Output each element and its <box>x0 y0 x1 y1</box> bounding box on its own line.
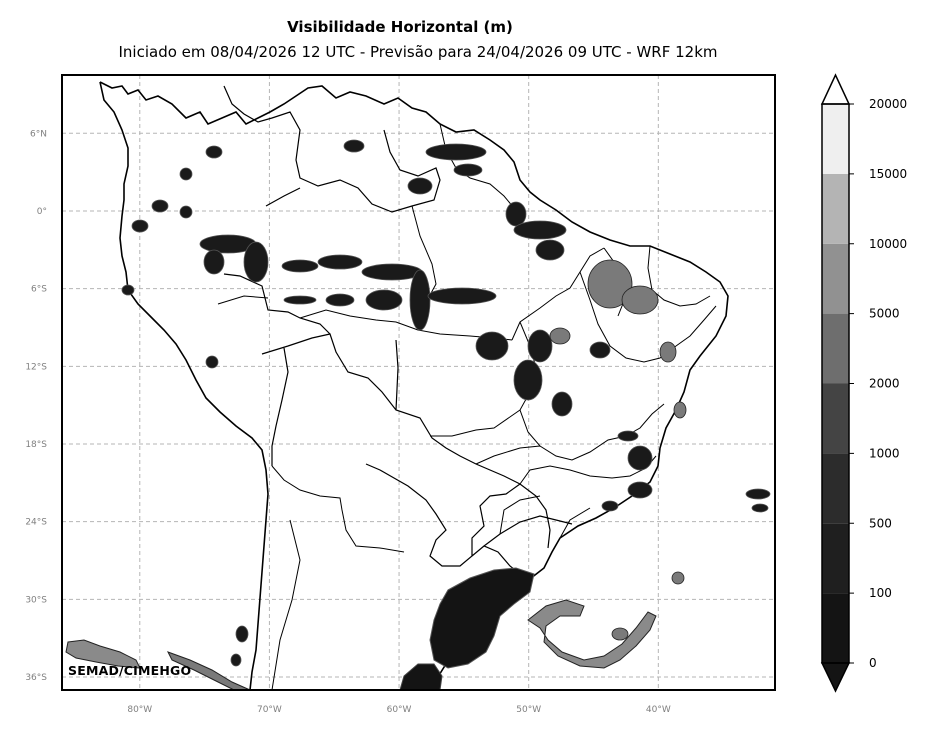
fog-band-chile <box>166 651 251 690</box>
lat-tick-label: 0° <box>37 207 47 217</box>
lat-tick-label: 30°S <box>25 595 47 605</box>
fog-swirl-atlantic <box>527 599 657 669</box>
colorbar: 0 100 500 1000 2000 5000 10000 15000 20000 <box>820 73 907 693</box>
west-coast <box>99 81 269 690</box>
lat-tick-label: 6°S <box>31 285 47 295</box>
colorbar-tick-label: 1000 <box>869 446 900 460</box>
lon-tick-label: 70°W <box>257 705 282 715</box>
longitude-labels: 80°W 70°W 60°W 50°W 40°W <box>127 705 670 715</box>
fog-area-south <box>429 567 535 669</box>
fog-patches <box>121 139 771 667</box>
colorbar-segment <box>822 104 849 174</box>
latitude-labels: 6°N 0° 6°S 12°S 18°S 24°S 30°S 36°S <box>25 129 47 683</box>
lat-tick-label: 12°S <box>25 362 47 372</box>
colorbar-segment <box>822 313 849 384</box>
colorbar-tick-label: 100 <box>869 586 892 600</box>
map-subtitle: Iniciado em 08/04/2026 12 UTC - Previsão… <box>118 43 718 61</box>
fog-patches-grey <box>549 259 687 641</box>
colorbar-tick-label: 20000 <box>869 97 907 111</box>
lat-tick-label: 24°S <box>25 518 47 528</box>
geography-layer <box>65 81 771 690</box>
colorbar-extend-max <box>820 73 851 105</box>
lon-tick-label: 60°W <box>387 705 412 715</box>
colorbar-tick-label: 2000 <box>869 377 900 391</box>
colorbar-segment <box>822 523 849 594</box>
lon-tick-label: 40°W <box>646 705 671 715</box>
fog-swirl-pacific <box>65 639 141 669</box>
colorbar-segment <box>822 453 849 524</box>
south-america-coastline <box>99 81 729 690</box>
credit-label: SEMAD/CIMEHGO <box>68 663 192 678</box>
colorbar-segment <box>822 243 849 314</box>
regional-borders <box>271 465 405 690</box>
map-area <box>62 75 775 690</box>
fog-area-plata <box>399 663 443 690</box>
lat-tick-label: 18°S <box>25 440 47 450</box>
colorbar-tick-label: 10000 <box>869 237 907 251</box>
colorbar-segment <box>822 593 849 663</box>
colorbar-tick-label: 0 <box>869 656 877 670</box>
colorbar-segment <box>822 383 849 454</box>
map-frame <box>61 74 776 691</box>
colorbar-tick-label: 5000 <box>869 307 900 321</box>
colorbar-segment <box>822 173 849 244</box>
country-borders <box>223 85 573 575</box>
colorbar-tick-label: 15000 <box>869 167 907 181</box>
lat-tick-label: 36°S <box>25 673 47 683</box>
lon-tick-label: 80°W <box>127 705 152 715</box>
colorbar-tick-label: 500 <box>869 516 892 530</box>
map-title: Visibilidade Horizontal (m) <box>287 18 513 36</box>
lon-tick-label: 50°W <box>516 705 541 715</box>
lat-tick-label: 6°N <box>30 129 47 139</box>
colorbar-extend-min <box>820 662 851 693</box>
